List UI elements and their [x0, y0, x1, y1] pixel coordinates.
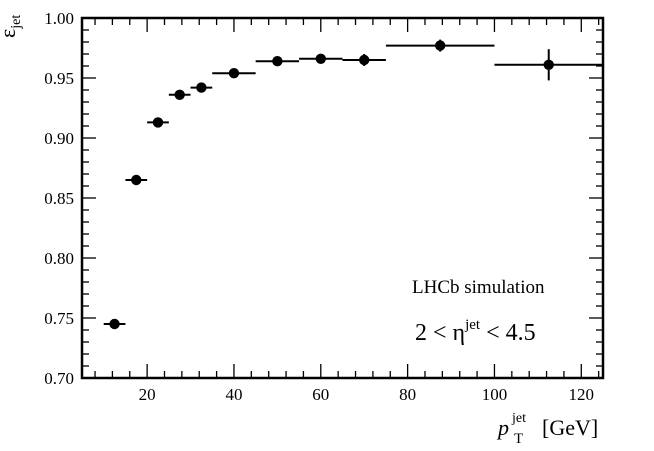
y-tick-label: 0.75 — [44, 309, 74, 328]
data-point — [147, 117, 169, 128]
y-tick-label: 0.95 — [44, 69, 74, 88]
annotation-eta-prefix: 2 < η — [415, 320, 465, 346]
annotation-eta-suffix: < 4.5 — [480, 320, 536, 346]
data-marker — [543, 59, 554, 70]
x-axis-label-sub: T — [514, 431, 523, 447]
data-marker — [196, 82, 207, 93]
annotation-eta-range: 2 < ηjet < 4.5 — [415, 317, 536, 346]
x-tick-label: 120 — [569, 385, 595, 404]
data-point — [103, 318, 126, 330]
x-tick-label: 40 — [225, 385, 242, 404]
x-axis-label-sup: jet — [511, 411, 526, 426]
data-point — [125, 174, 148, 186]
x-tick-label: 100 — [482, 385, 508, 404]
x-tick-label: 80 — [399, 385, 416, 404]
data-marker — [174, 89, 185, 101]
y-tick-label: 0.90 — [44, 129, 74, 148]
data-point — [385, 39, 495, 52]
data-point — [255, 56, 300, 67]
data-marker — [434, 40, 446, 51]
data-point — [212, 68, 256, 79]
y-tick-label: 1.00 — [44, 9, 74, 28]
x-tick-label: 60 — [312, 385, 329, 404]
data-point — [299, 53, 343, 64]
data-marker — [228, 68, 240, 79]
data-marker — [272, 56, 283, 67]
data-point — [342, 54, 386, 66]
y-tick-label: 0.70 — [44, 369, 74, 388]
data-marker — [359, 54, 370, 66]
y-axis-label-sub: jet — [9, 15, 24, 30]
data-marker — [131, 174, 142, 186]
annotation-lhcb: LHCb simulation — [412, 277, 545, 298]
data-marker — [315, 53, 326, 64]
data-marker — [152, 117, 164, 128]
y-axis-label-main: ε — [0, 29, 20, 38]
x-axis-label-main: p — [496, 415, 509, 440]
y-tick-label: 0.80 — [44, 249, 74, 268]
data-points — [103, 39, 603, 330]
data-point — [190, 82, 213, 93]
y-tick-label: 0.85 — [44, 189, 74, 208]
y-axis-label: εjet — [0, 15, 24, 38]
data-point — [494, 49, 603, 81]
data-marker — [109, 318, 120, 330]
x-tick-label: 20 — [139, 385, 156, 404]
annotation-eta-sup: jet — [464, 317, 481, 333]
x-axis-label-unit: [GeV] — [542, 415, 598, 440]
x-axis-label: p — [496, 415, 509, 440]
axis-ticks — [82, 17, 603, 379]
axis-tick-labels: 20 40 60 80 100 120 0.70 0.75 0.80 0.85 0.90 0.95 1.… — [44, 9, 594, 404]
data-point — [168, 89, 191, 101]
